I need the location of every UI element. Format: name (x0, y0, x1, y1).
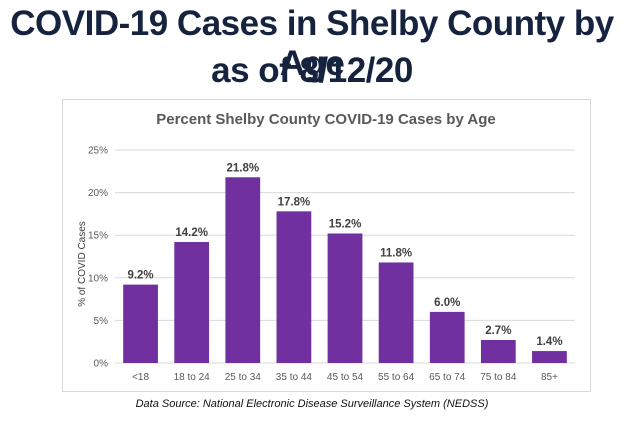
data-label: 15.2% (329, 218, 362, 230)
data-label: 14.2% (175, 227, 208, 239)
y-axis-label: % of COVID Cases (77, 221, 88, 307)
bar-1 (123, 284, 158, 363)
x-tick-label: 55 to 64 (378, 372, 415, 383)
y-tick-label: 5% (94, 316, 109, 327)
bar-5 (327, 233, 363, 363)
x-tick-label: 25 to 34 (225, 372, 262, 383)
data-label: 1.4% (536, 336, 562, 348)
x-tick-label: 85+ (541, 372, 558, 383)
bar-6 (378, 262, 414, 363)
data-label: 2.7% (485, 325, 511, 337)
x-tick-label: 18 to 24 (174, 372, 211, 383)
headline-line-2: as of 8/12/20 (211, 51, 413, 90)
y-tick-label: 0% (94, 359, 109, 370)
y-tick-label: 25% (88, 146, 108, 157)
y-tick-label: 10% (88, 273, 108, 284)
bar-2 (174, 242, 210, 363)
data-label: 11.8% (380, 247, 412, 259)
chart-title: Percent Shelby County COVID-19 Cases by … (156, 111, 496, 128)
x-tick-label: 35 to 44 (276, 372, 313, 383)
data-label: 9.2% (127, 270, 153, 282)
bar-chart: Percent Shelby County COVID-19 Cases by … (77, 111, 575, 383)
data-source-note: Data Source: National Electronic Disease… (135, 398, 489, 410)
chart-area: Percent Shelby County COVID-19 Cases by … (62, 99, 591, 392)
bar-8 (480, 339, 516, 363)
bar-4 (276, 211, 312, 363)
bar-3 (225, 177, 261, 363)
y-tick-label: 15% (88, 231, 108, 242)
y-tick-label: 20% (88, 188, 108, 199)
data-label: 6.0% (434, 297, 460, 309)
x-tick-label: 45 to 54 (327, 372, 364, 383)
data-label: 21.8% (226, 162, 259, 174)
data-label: 17.8% (278, 196, 311, 208)
x-tick-label: <18 (132, 372, 149, 383)
bar-9 (532, 351, 567, 363)
bar-7 (429, 311, 465, 363)
headline-line-1: COVID-19 Cases in Shelby County by Age (10, 4, 614, 83)
x-tick-label: 65 to 74 (429, 372, 466, 383)
x-tick-label: 75 to 84 (480, 372, 517, 383)
